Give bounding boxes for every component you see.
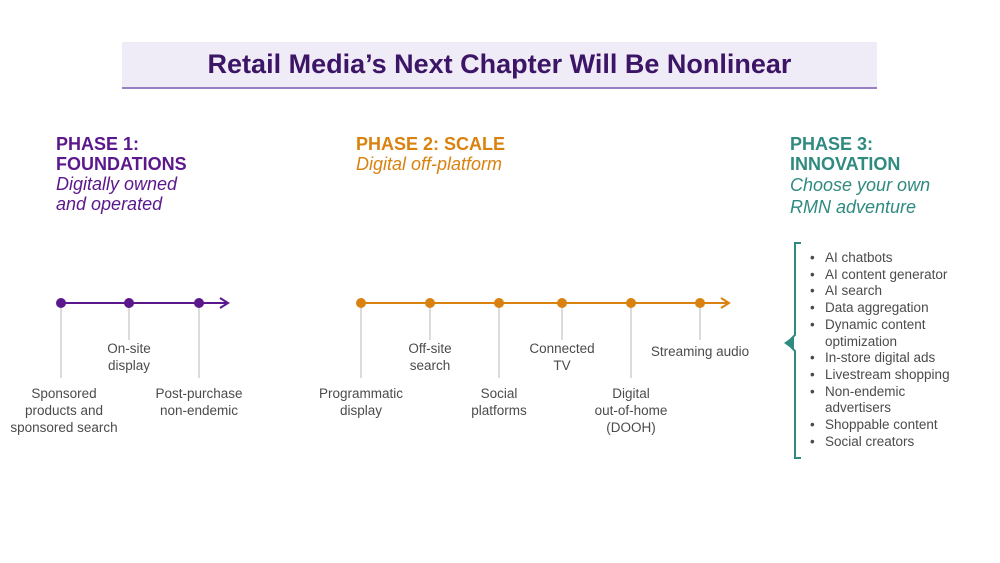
phase-1-subtitle-line: Digitally owned bbox=[56, 174, 178, 194]
list-item-text: advertisers bbox=[825, 400, 892, 416]
phase-2-node bbox=[494, 298, 504, 308]
phase-2-node bbox=[626, 298, 636, 308]
phase-2-milestone-label: Streaming audio bbox=[651, 343, 749, 360]
label-line: sponsored search bbox=[10, 420, 118, 435]
list-item-text: AI search bbox=[825, 283, 883, 299]
label-line: Off-site bbox=[408, 341, 452, 356]
list-item: In-store digital ads bbox=[806, 350, 950, 367]
list-item: Livestream shopping bbox=[806, 367, 950, 384]
phase-2-milestone-label: Programmatic display bbox=[319, 385, 403, 419]
phase-2-heading: PHASE 2: SCALE bbox=[356, 134, 505, 154]
phase-1-milestone-label: Post-purchase non-endemic bbox=[155, 385, 242, 419]
phase-2-node bbox=[356, 298, 366, 308]
list-item-text: Non-endemic bbox=[825, 383, 906, 399]
list-item-text: AI content generator bbox=[825, 266, 948, 282]
label-line: Sponsored bbox=[31, 386, 97, 401]
label-line: products and bbox=[24, 403, 104, 418]
list-item-text: Shoppable content bbox=[825, 417, 938, 433]
phase-1-arrowhead bbox=[219, 297, 230, 309]
list-item: AI content generator bbox=[806, 267, 950, 284]
label-line: Social bbox=[480, 386, 518, 401]
phase-1-node bbox=[124, 298, 134, 308]
phase-1-heading-line: PHASE 1: bbox=[56, 134, 140, 154]
label-line: Connected bbox=[529, 341, 595, 356]
phase-3-heading: PHASE 3: INNOVATION bbox=[790, 134, 930, 174]
phase-1-node bbox=[194, 298, 204, 308]
label-line: Programmatic bbox=[318, 386, 404, 401]
phase-2-node bbox=[695, 298, 705, 308]
list-item: Shoppable content bbox=[806, 417, 950, 434]
phase-1-milestone-label: On-site display bbox=[107, 340, 151, 374]
label-line: display bbox=[107, 358, 151, 373]
phase-3-subtitle: Choose your own RMN adventure bbox=[790, 174, 930, 218]
list-item-text: In-store digital ads bbox=[825, 350, 936, 366]
phase-1-milestone-label: Sponsored products and sponsored search bbox=[10, 385, 117, 436]
list-item: Dynamic content optimization bbox=[806, 317, 950, 350]
label-line: out-of-home bbox=[594, 403, 668, 418]
phase-1-subtitle-line: and operated bbox=[56, 194, 163, 214]
page-title: Retail Media’s Next Chapter Will Be Nonl… bbox=[207, 49, 792, 79]
list-item: Non-endemic advertisers bbox=[806, 384, 950, 417]
list-item-text: Livestream shopping bbox=[825, 366, 950, 382]
phase-2-node bbox=[425, 298, 435, 308]
phase-2-milestone-label: Off-site search bbox=[408, 340, 451, 374]
label-line: non-endemic bbox=[159, 403, 239, 418]
list-item-text: Dynamic content bbox=[825, 316, 926, 332]
phase-3-heading-line: PHASE 3: bbox=[790, 134, 874, 154]
list-item: AI search bbox=[806, 283, 950, 300]
phase-3-header: PHASE 3: INNOVATION Choose your own RMN … bbox=[790, 134, 930, 218]
label-line: Streaming audio bbox=[650, 344, 750, 359]
phase-2-subtitle-line: Digital off-platform bbox=[356, 154, 503, 174]
label-line: platforms bbox=[471, 403, 527, 418]
phase-3-subtitle-line: Choose your own bbox=[790, 175, 931, 195]
phase-3-bracket-pointer bbox=[784, 336, 794, 350]
list-item-text: Social creators bbox=[825, 433, 915, 449]
phase-2-header: PHASE 2: SCALE Digital off-platform bbox=[356, 134, 505, 174]
list-item-text: AI chatbots bbox=[825, 250, 893, 265]
phase-1-heading-line: FOUNDATIONS bbox=[56, 154, 187, 174]
list-item: Social creators bbox=[806, 434, 950, 451]
phase-2-subtitle: Digital off-platform bbox=[356, 154, 505, 174]
phase-3-subtitle-line: RMN adventure bbox=[790, 197, 917, 217]
phase-2-milestone-label: Connected TV bbox=[529, 340, 594, 374]
phase-2-arrowhead bbox=[720, 297, 731, 309]
list-item: Data aggregation bbox=[806, 300, 950, 317]
phase-1-node bbox=[56, 298, 66, 308]
list-item-text: Data aggregation bbox=[825, 300, 929, 316]
label-line: display bbox=[339, 403, 383, 418]
phase-2-milestone-label: Social platforms bbox=[471, 385, 527, 419]
phase-2-heading-line: PHASE 2: SCALE bbox=[356, 134, 506, 154]
label-line: Digital bbox=[612, 386, 650, 401]
label-line: On-site bbox=[107, 341, 151, 356]
label-line: search bbox=[409, 358, 451, 373]
phase-2-milestone-label: Digital out-of-home (DOOH) bbox=[595, 385, 668, 436]
list-item-text: optimization bbox=[825, 333, 898, 349]
label-line: Post-purchase bbox=[155, 386, 243, 401]
phase-2-node bbox=[557, 298, 567, 308]
phase-1-header: PHASE 1: FOUNDATIONS Digitally owned and… bbox=[56, 134, 187, 214]
label-line: (DOOH) bbox=[606, 420, 656, 435]
phase-3-list: AI chatbots AI content generator AI sear… bbox=[806, 250, 950, 450]
label-line: TV bbox=[553, 358, 571, 373]
phase-1-subtitle: Digitally owned and operated bbox=[56, 174, 187, 214]
list-item: AI chatbots bbox=[806, 250, 950, 267]
phase-1-heading: PHASE 1: FOUNDATIONS bbox=[56, 134, 187, 174]
phase-3-heading-line: INNOVATION bbox=[790, 154, 901, 174]
phase-3-bracket bbox=[785, 242, 801, 459]
title-banner: Retail Media’s Next Chapter Will Be Nonl… bbox=[122, 42, 877, 89]
